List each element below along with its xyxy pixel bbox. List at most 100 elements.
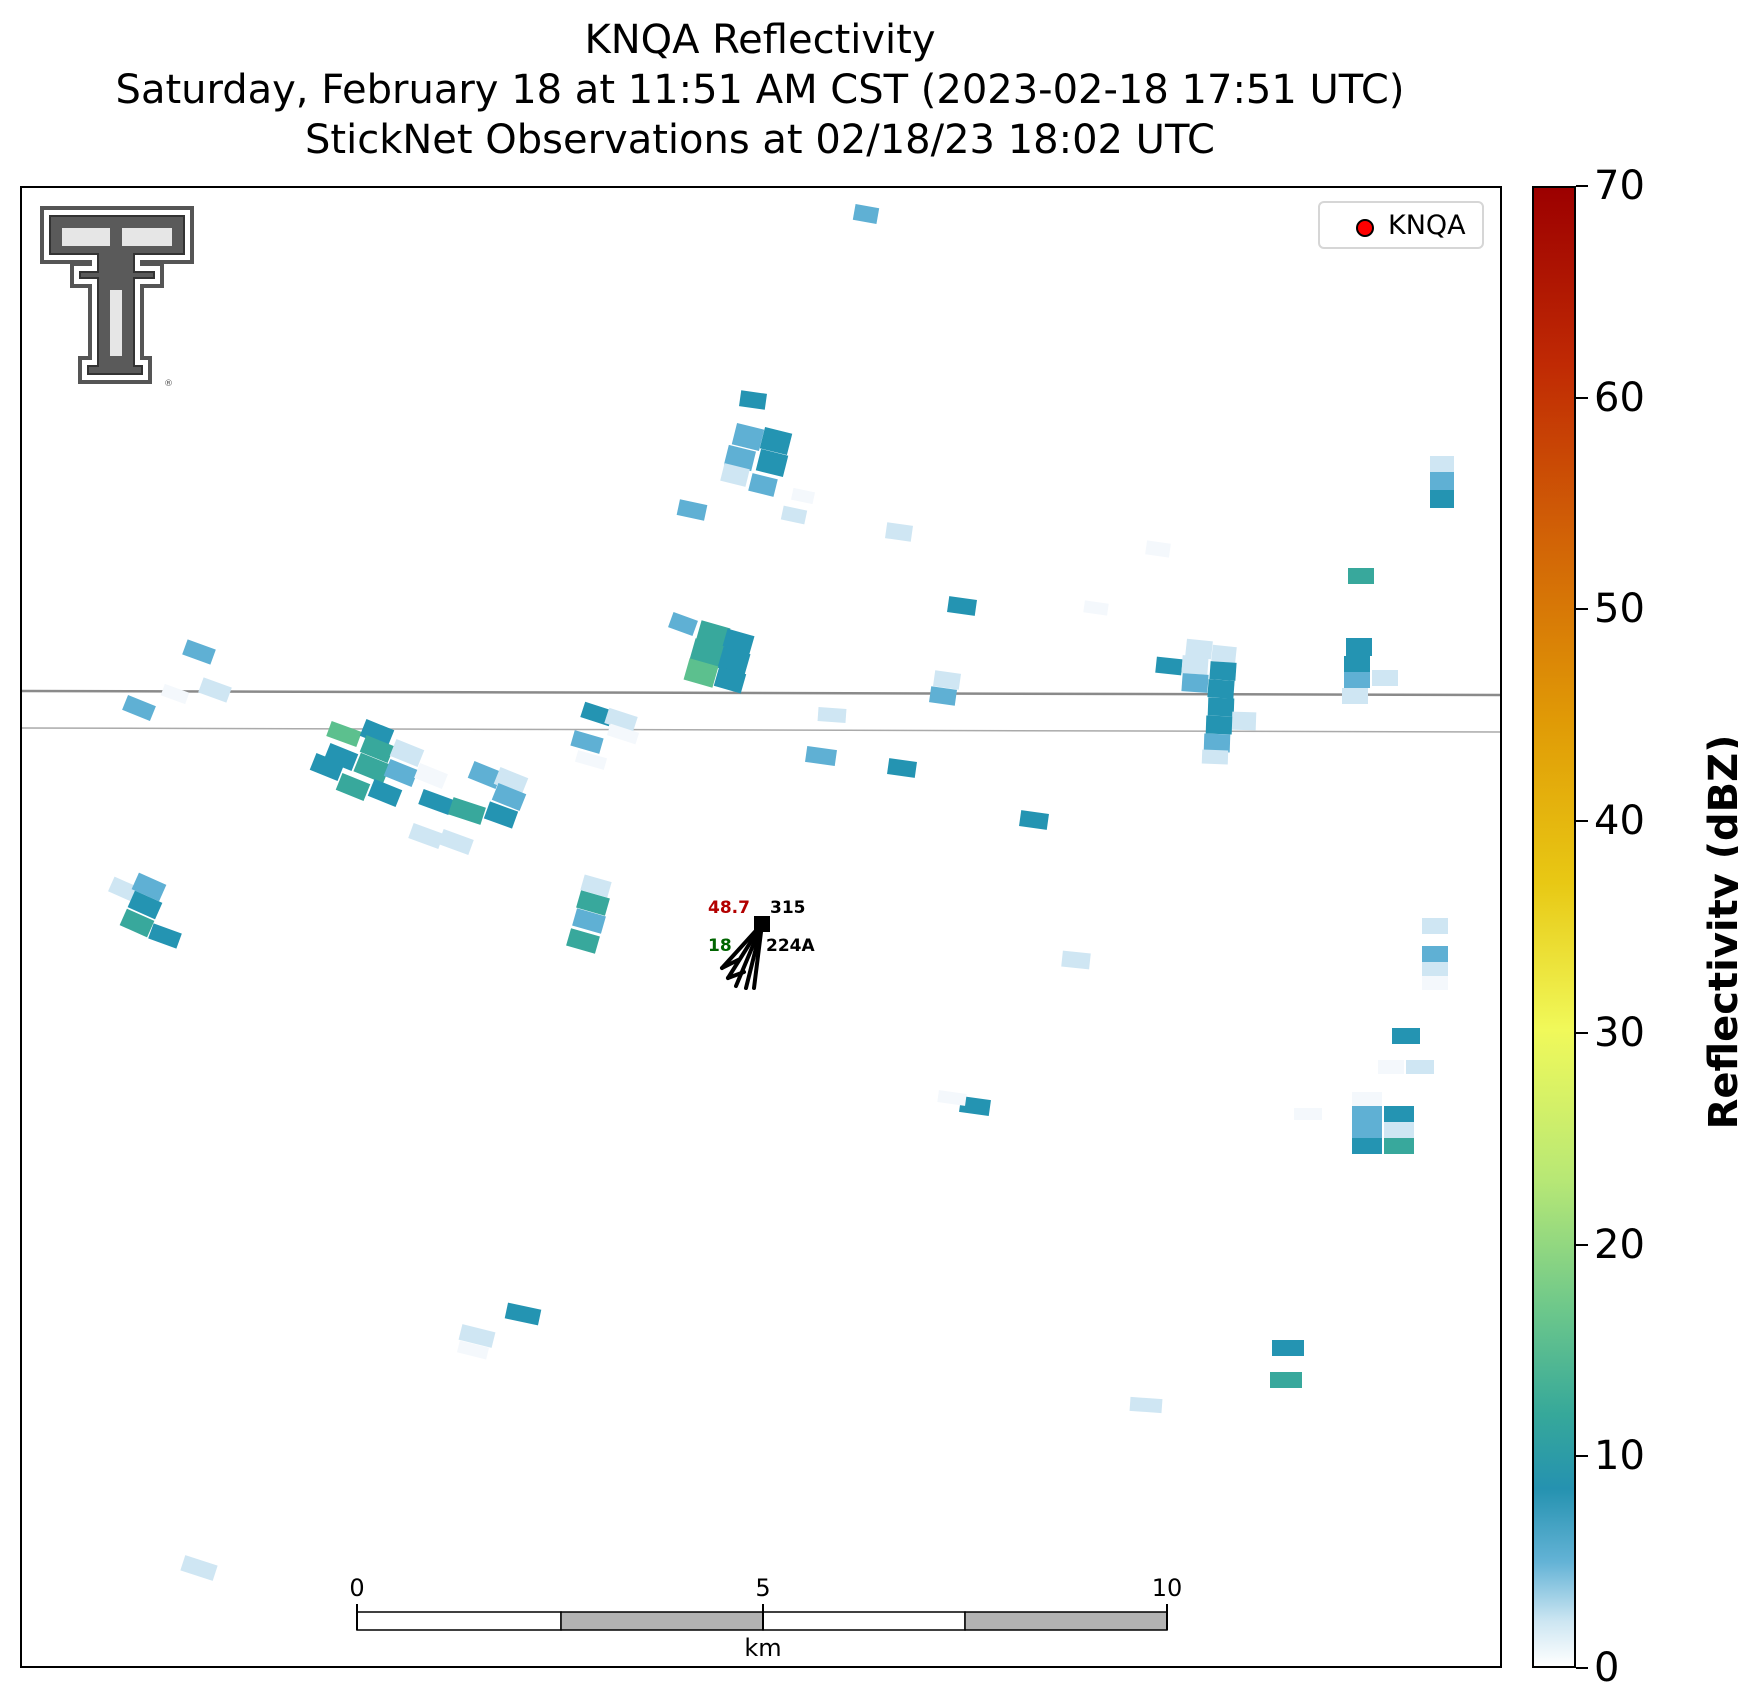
reflectivity-pixel xyxy=(1352,1122,1382,1140)
reflectivity-pixel xyxy=(504,1302,542,1326)
scale-tick-10: 10 xyxy=(1151,1574,1183,1602)
reflectivity-pixel xyxy=(389,739,425,767)
reflectivity-pixel xyxy=(1392,1028,1420,1044)
colorbar-tick-mark xyxy=(1576,608,1588,611)
reflectivity-pixel xyxy=(438,829,474,855)
legend-label: KNQA xyxy=(1388,210,1466,241)
texas-tech-logo-icon: ® xyxy=(40,206,194,389)
reflectivity-pixel xyxy=(1430,490,1454,508)
reflectivity-pixel xyxy=(309,753,345,781)
reflectivity-pixel xyxy=(198,677,232,703)
reflectivity-pixel xyxy=(676,499,708,521)
reflectivity-pixel xyxy=(414,762,448,790)
reflectivity-pixel xyxy=(1384,1138,1414,1154)
road-line xyxy=(22,689,1500,697)
colorbar-tick-mark xyxy=(1576,1243,1588,1246)
reflectivity-pixel xyxy=(418,789,454,815)
reflectivity-pixel xyxy=(1294,1108,1322,1120)
colorbar-tick-label: 70 xyxy=(1594,163,1645,209)
reflectivity-pixel xyxy=(448,797,486,825)
reflectivity-pixel xyxy=(1185,638,1213,660)
reflectivity-pixel xyxy=(1181,673,1209,693)
station-id: 224A xyxy=(766,936,815,956)
reflectivity-pixel xyxy=(606,723,640,745)
reflectivity-pixel xyxy=(493,767,529,795)
reflectivity-pixel xyxy=(570,730,604,754)
reflectivity-pixel xyxy=(885,522,913,542)
station-marker[interactable] xyxy=(754,916,770,932)
reflectivity-pixel xyxy=(456,1340,490,1360)
reflectivity-pixel xyxy=(1372,670,1398,686)
reflectivity-pixel xyxy=(723,444,757,472)
colorbar-tick-label: 10 xyxy=(1594,1433,1645,1480)
reflectivity-pixel xyxy=(717,646,751,676)
reflectivity-pixel xyxy=(1346,638,1372,656)
reflectivity-pixel xyxy=(160,683,190,705)
reflectivity-layer: ® xyxy=(22,204,1500,1631)
colorbar-tick-label: 20 xyxy=(1594,1221,1645,1268)
reflectivity-pixel xyxy=(668,612,698,636)
reflectivity-pixel xyxy=(731,422,765,452)
colorbar-tick-label: 0 xyxy=(1594,1645,1620,1691)
reflectivity-pixel xyxy=(180,1555,218,1581)
map-subtitle-observations: StickNet Observations at 02/18/23 18:02 … xyxy=(305,117,1215,163)
reflectivity-pixel xyxy=(1348,568,1374,584)
reflectivity-pixel xyxy=(689,638,725,668)
reflectivity-pixel xyxy=(1207,679,1235,699)
reflectivity-pixel xyxy=(483,801,519,829)
reflectivity-pixel xyxy=(182,639,216,665)
reflectivity-pixel xyxy=(353,752,391,784)
reflectivity-pixel xyxy=(1207,697,1235,717)
reflectivity-pixel xyxy=(1352,1092,1382,1108)
scale-bar xyxy=(356,1604,1168,1631)
reflectivity-pixel xyxy=(1422,918,1448,934)
reflectivity-pixel xyxy=(576,890,610,916)
road-line xyxy=(22,727,1500,733)
reflectivity-pixel xyxy=(1205,715,1233,735)
colorbar xyxy=(1532,186,1576,1668)
radar-map[interactable]: ® KNQA 48.7 18 315 224A 0 5 xyxy=(20,186,1502,1668)
reflectivity-pixel xyxy=(1209,661,1237,681)
reflectivity-pixel xyxy=(1181,655,1209,675)
reflectivity-pixel xyxy=(604,707,638,733)
colorbar-tick-mark xyxy=(1576,1031,1588,1034)
reflectivity-pixel xyxy=(947,596,977,616)
reflectivity-pixel xyxy=(359,719,395,747)
colorbar-tick-label: 50 xyxy=(1594,586,1645,633)
colorbar-tick-label: 40 xyxy=(1594,798,1645,845)
reflectivity-pixel xyxy=(1384,1122,1414,1138)
reflectivity-pixel xyxy=(852,204,880,224)
reflectivity-pixel xyxy=(1352,1106,1382,1124)
colorbar-tick-mark xyxy=(1576,396,1588,399)
colorbar-tick-label: 60 xyxy=(1594,374,1645,421)
reflectivity-pixel xyxy=(1061,950,1091,970)
reflectivity-pixel xyxy=(359,735,395,763)
reflectivity-pixel xyxy=(1378,1060,1404,1074)
reflectivity-pixel xyxy=(790,487,816,505)
reflectivity-pixel xyxy=(467,761,503,789)
station-pressure: 315 xyxy=(770,898,806,918)
reflectivity-pixel xyxy=(748,473,778,497)
reflectivity-pixel xyxy=(1422,946,1448,962)
reflectivity-pixel xyxy=(127,890,163,920)
reflectivity-pixel xyxy=(1203,733,1231,753)
reflectivity-pixel xyxy=(1422,962,1448,976)
map-legend: KNQA xyxy=(1318,201,1484,249)
reflectivity-pixel xyxy=(1211,644,1237,664)
reflectivity-pixel xyxy=(119,908,155,938)
reflectivity-pixel xyxy=(1270,1372,1302,1388)
reflectivity-pixel xyxy=(580,874,612,898)
colorbar-tick-mark xyxy=(1576,1455,1588,1458)
reflectivity-pixel xyxy=(335,773,371,801)
reflectivity-pixel xyxy=(683,658,719,688)
reflectivity-pixel xyxy=(323,743,359,771)
reflectivity-pixel xyxy=(937,1090,967,1106)
svg-text:®: ® xyxy=(164,379,173,389)
reflectivity-pixel xyxy=(887,758,917,778)
wind-barb-icon xyxy=(720,922,764,990)
map-subtitle-time: Saturday, February 18 at 11:51 AM CST (2… xyxy=(115,67,1405,113)
reflectivity-pixel xyxy=(1430,456,1454,472)
reflectivity-pixel xyxy=(458,1324,496,1348)
reflectivity-pixel xyxy=(759,426,793,456)
reflectivity-pixel xyxy=(1342,688,1368,704)
